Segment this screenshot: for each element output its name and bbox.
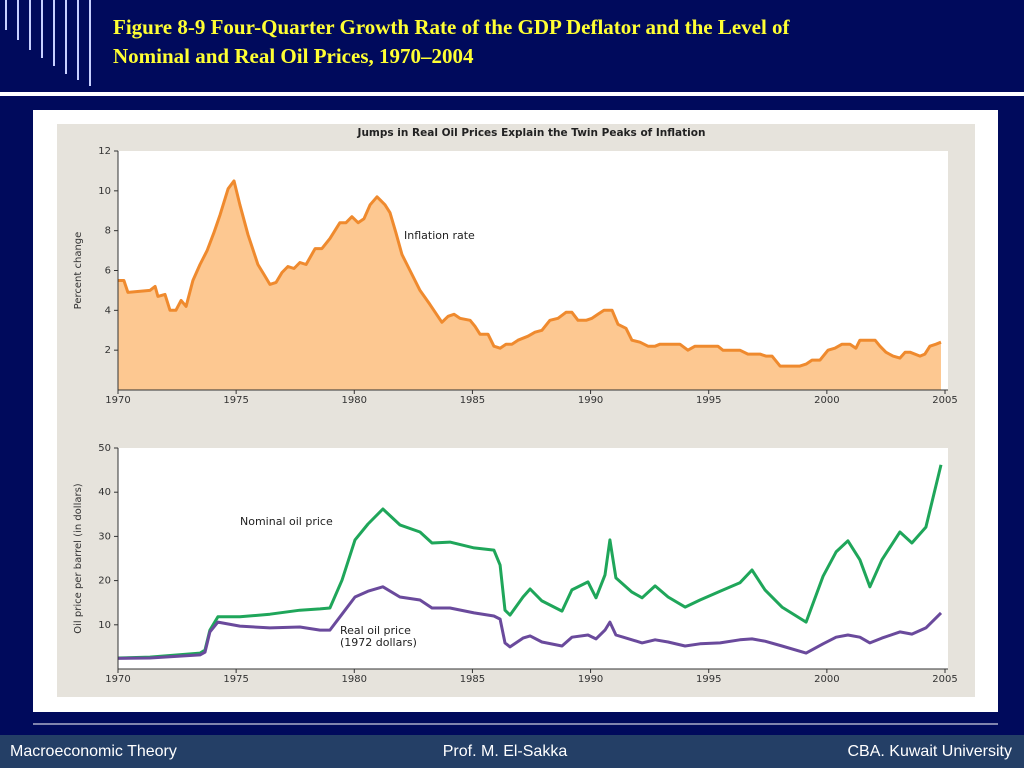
footer-left: Macroeconomic Theory: [10, 743, 177, 760]
x-tick-label: 1970: [105, 674, 130, 685]
header-rule: [0, 92, 1024, 96]
x-tick-label: 1995: [696, 674, 721, 685]
x-tick-label: 1970: [105, 395, 130, 406]
footer-right: CBA. Kuwait University: [848, 743, 1013, 760]
x-tick-label: 1990: [578, 395, 603, 406]
x-tick-label: 2000: [814, 395, 839, 406]
y-tick-label: 12: [98, 146, 111, 157]
y-tick-label: 30: [98, 531, 111, 542]
area: [118, 180, 941, 390]
footer-bar: [0, 735, 1024, 768]
y-tick-label: 10: [98, 186, 111, 197]
line: [118, 179, 942, 368]
annotation: (1972 dollars): [340, 636, 417, 649]
y-tick-label: 10: [98, 620, 111, 631]
series-label: Nominal oil price: [240, 515, 333, 528]
y-tick-label: 6: [105, 266, 111, 277]
y-tick-label: 4: [105, 305, 111, 316]
y-tick-label: 2: [105, 345, 111, 356]
x-tick-label: 2005: [932, 395, 957, 406]
line: [117, 585, 943, 660]
charts: Jumps in Real Oil Prices Explain the Twi…: [73, 127, 958, 685]
plot-area: [118, 448, 948, 669]
x-tick-label: 1985: [460, 674, 485, 685]
x-tick-label: 1980: [342, 395, 367, 406]
y-tick-label: 40: [98, 487, 111, 498]
x-tick-label: 1980: [342, 674, 367, 685]
x-tick-label: 1975: [223, 674, 248, 685]
x-tick-label: 1995: [696, 395, 721, 406]
x-tick-label: 1985: [460, 395, 485, 406]
footer-center: Prof. M. El-Sakka: [443, 743, 568, 760]
x-tick-label: 2005: [932, 674, 957, 685]
chart-title: Jumps in Real Oil Prices Explain the Twi…: [357, 127, 706, 139]
series-label: Real oil price: [340, 624, 411, 637]
slide-title-line: Figure 8-9 Four-Quarter Growth Rate of t…: [113, 15, 791, 39]
series-label: Inflation rate: [404, 229, 475, 242]
x-tick-label: 1990: [578, 674, 603, 685]
y-tick-label: 20: [98, 576, 111, 587]
y-tick-label: 8: [105, 226, 111, 237]
x-tick-label: 2000: [814, 674, 839, 685]
line: [117, 464, 943, 660]
y-tick-label: 50: [98, 443, 111, 454]
slide-title-line: Nominal and Real Oil Prices, 1970–2004: [113, 44, 474, 68]
x-tick-label: 1975: [223, 395, 248, 406]
header-decoration: [5, 0, 91, 86]
y-axis-label: Percent change: [73, 232, 84, 310]
y-axis-label: Oil price per barrel (in dollars): [73, 483, 84, 634]
